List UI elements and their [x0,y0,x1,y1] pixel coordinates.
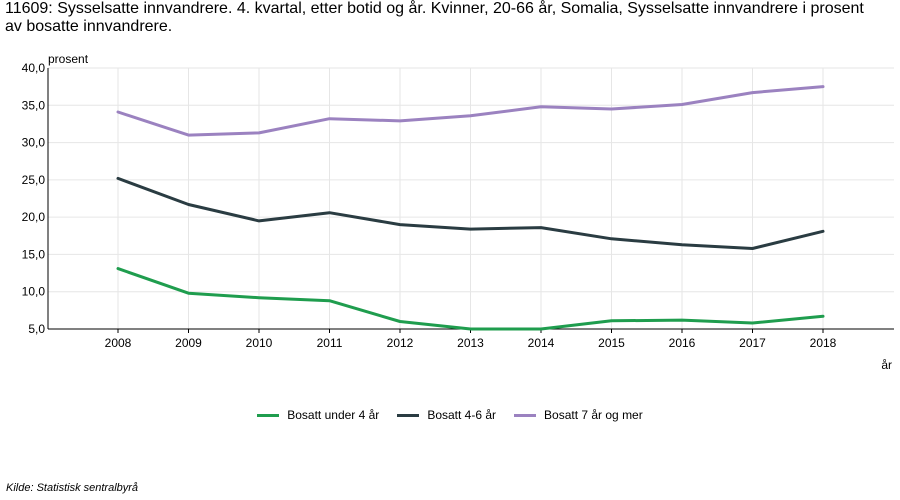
legend-item: Bosatt 7 år og mer [514,408,643,422]
y-tick-label: 5,0 [28,322,45,336]
x-tick-label: 2016 [669,336,696,350]
legend-label: Bosatt 4-6 år [427,408,497,422]
series-line-3 [116,85,825,137]
chart-title: 11609: Sysselsatte innvandrere. 4. kvart… [5,0,864,35]
x-tick-label: 2010 [246,336,273,350]
y-tick-label: 25,0 [22,173,46,187]
y-tick-label: 30,0 [22,136,46,150]
legend-item: Bosatt 4-6 år [397,408,496,422]
x-tick-label: 2018 [810,336,837,350]
y-tick-label: 35,0 [22,98,46,112]
line-chart: prosent år 5,0 10,0 15,0 20,0 25,0 30,0 35,0 40… [22,52,894,372]
x-tick-label: 2017 [739,336,766,350]
x-tick-label: 2013 [457,336,484,350]
legend-item: Bosatt under 4 år [257,408,379,422]
y-tick-label: 40,0 [22,61,46,75]
legend-label: Bosatt under 4 år [287,408,380,422]
x-tick-label: 2011 [317,336,343,350]
series-line-2 [116,176,825,250]
legend-label: Bosatt 7 år og mer [544,408,643,422]
x-tick-label: 2008 [105,336,132,350]
legend-swatch [257,413,280,417]
x-tick-label: 2009 [175,336,202,350]
x-axis-label: år [881,358,892,372]
y-tick-label: 10,0 [22,285,46,299]
x-tick-label: 2015 [598,336,625,350]
y-tick-label: 20,0 [22,210,46,224]
legend-swatch [397,413,420,417]
source-note: Kilde: Statistisk sentralbyrå [6,482,139,494]
series-line-1 [116,267,825,331]
y-axis-label: prosent [48,52,89,66]
x-tick-label: 2012 [387,336,414,350]
y-tick-label: 15,0 [22,247,46,261]
legend-swatch [514,413,537,417]
x-tick-label: 2014 [528,336,555,350]
chart-legend: Bosatt under 4 år Bosatt 4-6 år Bosatt 7 å… [0,408,900,422]
